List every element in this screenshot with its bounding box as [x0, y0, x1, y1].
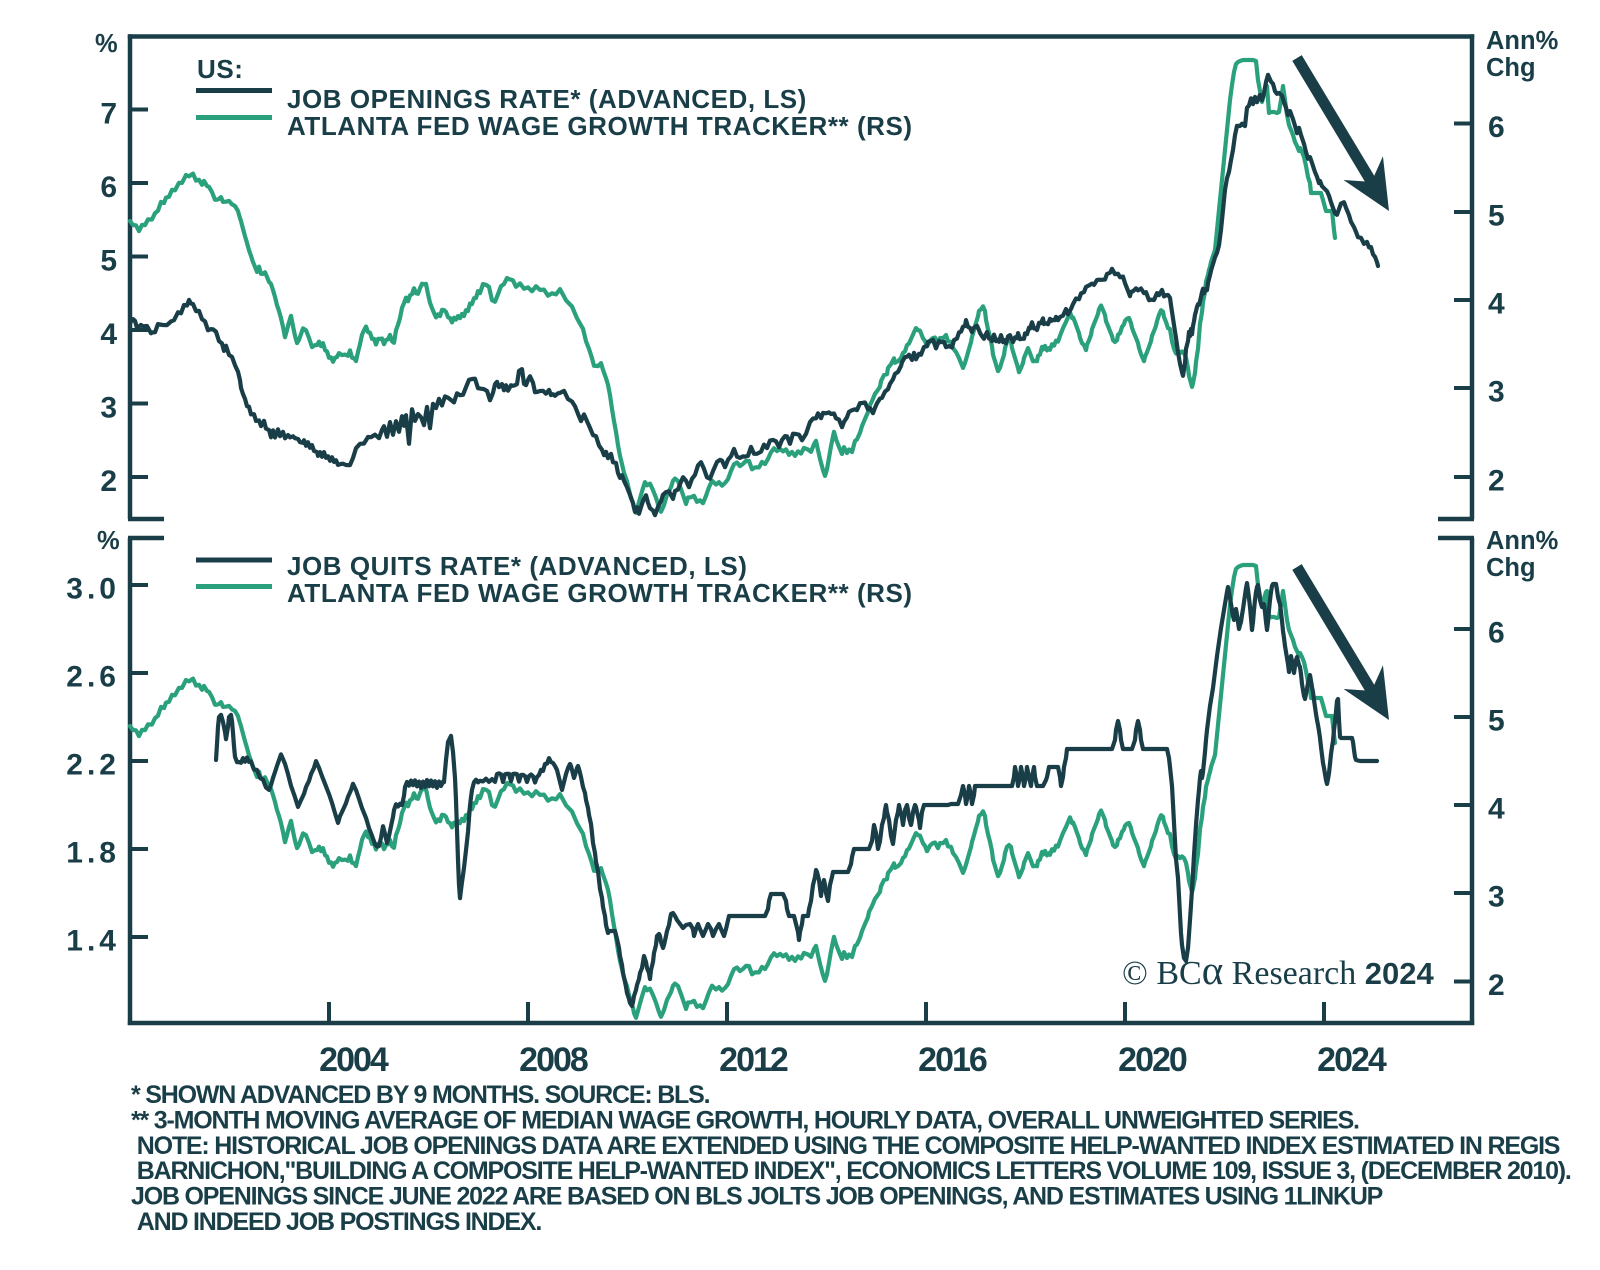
svg-text:* SHOWN ADVANCED BY 9 MONTHS.: * SHOWN ADVANCED BY 9 MONTHS. SOURCE: BL… [131, 1081, 710, 1109]
svg-text:%: % [97, 527, 120, 555]
svg-text:2008: 2008 [519, 1041, 588, 1079]
svg-text:NOTE: HISTORICAL JOB OPENINGS: NOTE: HISTORICAL JOB OPENINGS DATA ARE E… [131, 1132, 1560, 1160]
svg-text:5: 5 [100, 245, 117, 278]
svg-text:BARNICHON,"BUILDING A COMPOSIT: BARNICHON,"BUILDING A COMPOSITE HELP-WAN… [131, 1157, 1571, 1185]
svg-text:4: 4 [100, 318, 117, 351]
svg-text:JOB OPENINGS RATE* (ADVANCED,: JOB OPENINGS RATE* (ADVANCED, LS) [287, 84, 807, 114]
svg-text:Chg: Chg [1486, 54, 1536, 82]
svg-text:2.6: 2.6 [66, 661, 120, 694]
svg-text:2016: 2016 [918, 1041, 987, 1079]
svg-text:1.4: 1.4 [66, 925, 120, 958]
svg-text:4: 4 [1488, 288, 1505, 321]
svg-text:5: 5 [1488, 705, 1505, 738]
svg-text:ATLANTA FED WAGE GROWTH TRACKE: ATLANTA FED WAGE GROWTH TRACKER** (RS) [287, 111, 913, 141]
svg-text:2004: 2004 [319, 1041, 389, 1079]
svg-text:2012: 2012 [719, 1041, 788, 1079]
svg-text:2024: 2024 [1317, 1041, 1387, 1079]
svg-text:5: 5 [1488, 200, 1505, 233]
svg-text:JOB OPENINGS SINCE JUNE 2022 A: JOB OPENINGS SINCE JUNE 2022 ARE BASED O… [131, 1183, 1383, 1211]
svg-text:3.0: 3.0 [66, 573, 120, 606]
svg-text:** 3-MONTH MOVING AVERAGE OF M: ** 3-MONTH MOVING AVERAGE OF MEDIAN WAGE… [131, 1106, 1359, 1134]
svg-text:2: 2 [1488, 969, 1505, 1002]
svg-text:6: 6 [100, 171, 117, 204]
svg-text:1.8: 1.8 [66, 837, 120, 870]
svg-text:2020: 2020 [1118, 1041, 1187, 1079]
svg-text:Ann%: Ann% [1486, 27, 1558, 55]
svg-text:Ann%: Ann% [1486, 527, 1558, 555]
svg-text:AND INDEED JOB POSTINGS INDEX.: AND INDEED JOB POSTINGS INDEX. [131, 1208, 541, 1236]
svg-text:JOB QUITS RATE* (ADVANCED, LS): JOB QUITS RATE* (ADVANCED, LS) [287, 551, 747, 581]
svg-text:6: 6 [1488, 111, 1505, 144]
svg-text:US:: US: [197, 54, 243, 84]
svg-text:4: 4 [1488, 793, 1505, 826]
svg-text:3: 3 [1488, 376, 1505, 409]
svg-text:3: 3 [100, 392, 117, 425]
svg-text:2: 2 [100, 465, 117, 498]
svg-text:2.2: 2.2 [66, 749, 120, 782]
svg-text:ATLANTA FED WAGE GROWTH TRACKE: ATLANTA FED WAGE GROWTH TRACKER** (RS) [287, 578, 913, 608]
svg-text:7: 7 [100, 98, 117, 131]
svg-text:6: 6 [1488, 617, 1505, 650]
svg-text:%: % [95, 30, 118, 58]
svg-text:2: 2 [1488, 465, 1505, 498]
svg-text:Chg: Chg [1486, 554, 1536, 582]
svg-text:3: 3 [1488, 881, 1505, 914]
